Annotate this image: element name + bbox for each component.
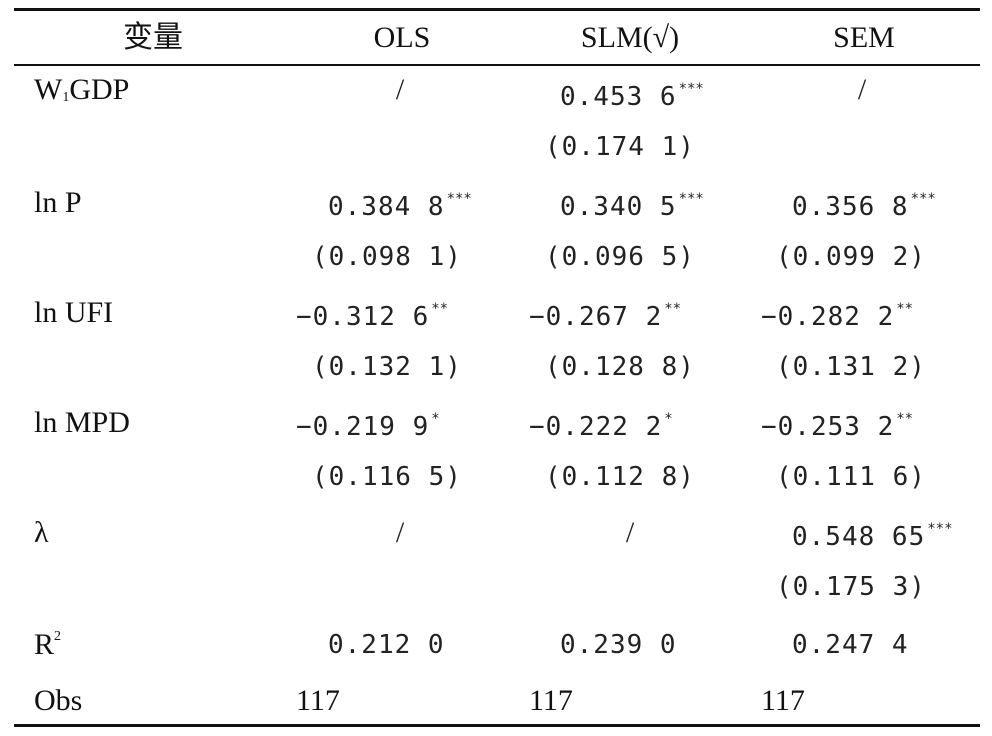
cell-lnmpd-ols-se: (0.116 5) — [312, 462, 462, 492]
cell-lnp-slm-se: (0.096 5) — [545, 242, 695, 272]
row-label-r2: R2 — [34, 628, 62, 661]
cell-lambda-sem: 0.548 65 *** — [792, 521, 953, 552]
cell-lnp-ols: 0.384 8 *** — [328, 191, 472, 222]
cell-lnufi-sem: −0.282 2 ** — [761, 301, 914, 332]
cell-w1gdp-slm: 0.453 6 *** — [560, 81, 704, 112]
table-top-rule — [14, 8, 980, 11]
cell-w1gdp-sem: / — [857, 73, 867, 106]
row-label-lambda: λ — [34, 516, 49, 549]
cell-lnmpd-sem: −0.253 2 ** — [761, 411, 914, 442]
row-label-lnufi: ln UFI — [34, 296, 114, 329]
cell-lnufi-slm-se: (0.128 8) — [545, 352, 695, 382]
cell-lnp-ols-se: (0.098 1) — [312, 242, 462, 272]
cell-r2-sem: 0.247 4 — [792, 630, 909, 660]
row-label-lnmpd: ln MPD — [34, 406, 130, 439]
cell-lambda-slm: / — [625, 516, 635, 549]
table-bottom-rule — [14, 724, 980, 727]
cell-obs-ols: 117 — [296, 684, 340, 717]
cell-lnufi-ols: −0.312 6 ** — [296, 301, 449, 332]
header-slm: SLM(√) — [580, 21, 680, 54]
cell-lnmpd-slm: −0.222 2 * — [529, 411, 673, 442]
row-label-obs: Obs — [34, 684, 83, 717]
cell-obs-sem: 117 — [761, 684, 805, 717]
cell-lnufi-slm: −0.267 2 ** — [529, 301, 682, 332]
table-header-rule — [14, 64, 980, 66]
header-sem: SEM — [833, 21, 895, 54]
cell-lnmpd-slm-se: (0.112 8) — [545, 462, 695, 492]
row-label-w1gdp: W1GDP — [34, 73, 130, 106]
cell-lambda-sem-se: (0.175 3) — [776, 572, 926, 602]
cell-lnmpd-ols: −0.219 9 * — [296, 411, 440, 442]
cell-lambda-ols: / — [395, 516, 405, 549]
header-ols: OLS — [373, 21, 431, 54]
cell-lnufi-ols-se: (0.132 1) — [312, 352, 462, 382]
cell-r2-ols: 0.212 0 — [328, 630, 445, 660]
cell-obs-slm: 117 — [529, 684, 573, 717]
cell-r2-slm: 0.239 0 — [560, 630, 677, 660]
cell-lnmpd-sem-se: (0.111 6) — [776, 462, 926, 492]
cell-lnufi-sem-se: (0.131 2) — [776, 352, 926, 382]
header-variable: 变量 — [123, 21, 183, 54]
cell-lnp-sem: 0.356 8 *** — [792, 191, 936, 222]
row-label-lnp: ln P — [34, 186, 82, 219]
cell-w1gdp-ols: / — [395, 73, 405, 106]
cell-lnp-slm: 0.340 5 *** — [560, 191, 704, 222]
cell-lnp-sem-se: (0.099 2) — [776, 242, 926, 272]
cell-w1gdp-slm-se: (0.174 1) — [545, 132, 695, 162]
